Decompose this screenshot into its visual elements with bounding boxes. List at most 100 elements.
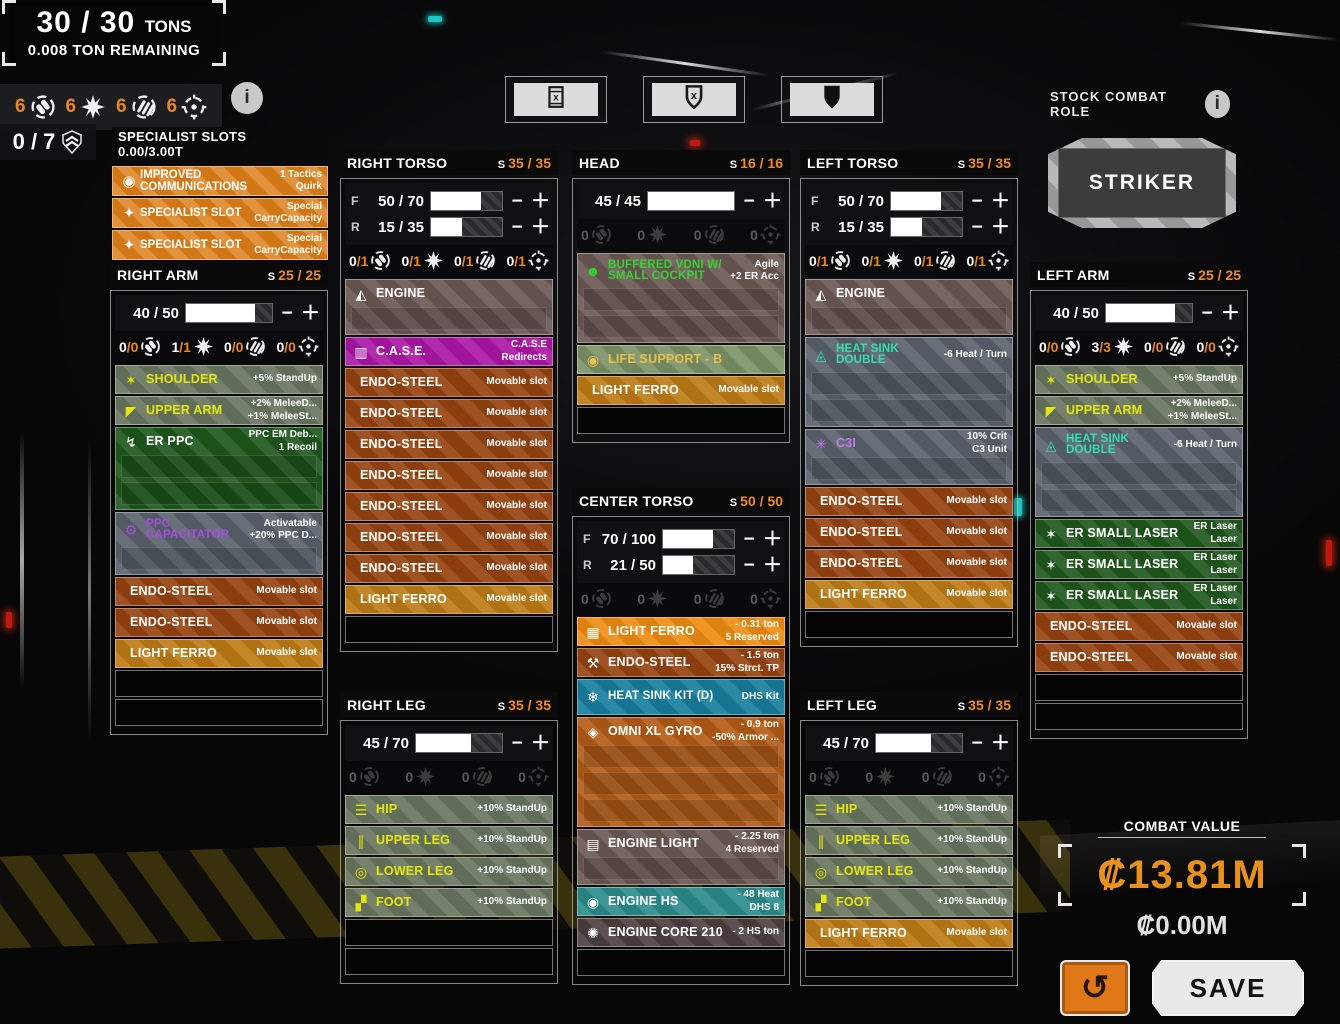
slot-engine[interactable]: ◭ ENGINE [805, 279, 1013, 335]
armor-increase-button[interactable]: ＋ [763, 190, 783, 212]
slot-endo-steel[interactable]: ENDO-STEEL Movable slot [345, 399, 553, 428]
slot-endo-steel[interactable]: ENDO-STEEL Movable slot [345, 492, 553, 521]
strip-equipment-button[interactable]: x [505, 76, 607, 123]
combat-role-plate: STRIKER [1048, 138, 1236, 228]
slot-engine-light[interactable]: ▤ ENGINE LIGHT - 2.25 ton 4 Reserved [577, 829, 785, 885]
info-icon[interactable]: i [231, 82, 263, 114]
empty-slot[interactable] [805, 611, 1013, 638]
slot-endo-steel[interactable]: ENDO-STEEL Movable slot [345, 368, 553, 397]
slot-er-small-laser[interactable]: ✶ ER SMALL LASER ER Laser Laser [1035, 550, 1243, 579]
slot-omni-xl-gyro[interactable]: ◈ OMNI XL GYRO - 0.9 ton -50% Armor ... [577, 717, 785, 827]
slot-lower-leg[interactable]: ◎ LOWER LEG +10% StandUp [345, 857, 553, 886]
empty-slot[interactable] [805, 950, 1013, 977]
slot-endo-steel[interactable]: ENDO-STEEL Movable slot [1035, 612, 1243, 641]
armor-increase-button[interactable]: ＋ [991, 732, 1011, 754]
slot-upper-leg[interactable]: ∥ UPPER LEG +10% StandUp [805, 826, 1013, 855]
slot-endo-steel[interactable]: ENDO-STEEL Movable slot [115, 577, 323, 606]
specialist-slot-row[interactable]: ✦ SPECIALIST SLOT Special CarryCapacity [112, 197, 328, 228]
slot-foot[interactable]: ▞ FOOT +10% StandUp [805, 888, 1013, 917]
slot-endo-steel[interactable]: ENDO-STEEL Movable slot [115, 608, 323, 637]
armor-decrease-button[interactable]: − [971, 190, 983, 212]
empty-slot[interactable] [115, 670, 323, 697]
armor-decrease-button[interactable]: − [743, 528, 755, 550]
slot-engine-core-210[interactable]: ✺ ENGINE CORE 210 - 2 HS ton [577, 918, 785, 947]
armor-increase-button[interactable]: ＋ [531, 216, 551, 238]
armor-increase-button[interactable]: ＋ [531, 732, 551, 754]
slot-engine[interactable]: ◭ ENGINE [345, 279, 553, 335]
slot-endo-steel[interactable]: ENDO-STEEL Movable slot [805, 518, 1013, 547]
slot-er-small-laser[interactable]: ✶ ER SMALL LASER ER Laser Laser [1035, 581, 1243, 610]
slot-upper-leg[interactable]: ∥ UPPER LEG +10% StandUp [345, 826, 553, 855]
slot-endo-steel[interactable]: ENDO-STEEL Movable slot [1035, 643, 1243, 672]
armor-decrease-button[interactable]: − [281, 302, 293, 324]
slot-light-ferro[interactable]: LIGHT FERRO Movable slot [577, 376, 785, 405]
armor-increase-button[interactable]: ＋ [531, 190, 551, 212]
slot-endo-steel[interactable]: ENDO-STEEL Movable slot [345, 461, 553, 490]
strip-armor-button[interactable]: x [643, 76, 745, 123]
slot-er-small-laser[interactable]: ✶ ER SMALL LASER ER Laser Laser [1035, 519, 1243, 548]
max-armor-button[interactable] [781, 76, 883, 123]
empty-slot[interactable] [345, 616, 553, 643]
slot-buffered-vdni-w-small-cockpit[interactable]: ☻ BUFFERED VDNI W/ SMALL COCKPIT Agile +2… [577, 253, 785, 343]
armor-increase-button[interactable]: ＋ [301, 302, 321, 324]
armor-decrease-button[interactable]: − [511, 190, 523, 212]
slot-c3i[interactable]: ✳ C3I 10% Crit C3 Unit [805, 429, 1013, 485]
slot-heat-sink-double[interactable]: ◬ HEAT SINK DOUBLE -6 Heat / Turn [1035, 427, 1243, 517]
empty-slot[interactable] [1035, 674, 1243, 701]
armor-increase-button[interactable]: ＋ [763, 528, 783, 550]
empty-slot[interactable] [345, 948, 553, 975]
armor-decrease-button[interactable]: − [511, 216, 523, 238]
slot-c-a-s-e-[interactable]: ▥ C.A.S.E. C.A.S.E Redirects [345, 337, 553, 366]
empty-slot[interactable] [115, 699, 323, 726]
slot-shoulder[interactable]: ✶ SHOULDER +5% StandUp [115, 365, 323, 394]
armor-increase-button[interactable]: ＋ [763, 554, 783, 576]
armor-decrease-button[interactable]: − [1201, 302, 1213, 324]
slot-foot[interactable]: ▞ FOOT +10% StandUp [345, 888, 553, 917]
specialist-slot-row[interactable]: ◉ IMPROVED COMMUNICATIONS 1 Tactics Quirk [112, 165, 328, 196]
armor-increase-button[interactable]: ＋ [991, 216, 1011, 238]
slot-light-ferro[interactable]: LIGHT FERRO Movable slot [345, 585, 553, 614]
armor-decrease-button[interactable]: − [511, 732, 523, 754]
specialist-slot-row[interactable]: ✦ SPECIALIST SLOT Special CarryCapacity [112, 229, 328, 260]
slot-light-ferro[interactable]: LIGHT FERRO Movable slot [805, 580, 1013, 609]
section-title: RIGHT ARM [117, 266, 199, 283]
info-icon[interactable]: i [1204, 90, 1230, 118]
slot-ppc-capacitator[interactable]: ⚙ PPC CAPACITATOR Activatable +20% PPC D.… [115, 512, 323, 575]
foot-icon: ▞ [355, 894, 367, 911]
empty-slot[interactable] [1035, 703, 1243, 730]
slot-light-ferro[interactable]: ▦ LIGHT FERRO - 0.31 ton 5 Reserved [577, 617, 785, 646]
slot-upper-arm[interactable]: ◤ UPPER ARM +2% MeleeD... +1% MeleeSt... [115, 396, 323, 425]
empty-slot[interactable] [577, 407, 785, 434]
armor-decrease-button[interactable]: − [743, 190, 755, 212]
empty-slot[interactable] [345, 919, 553, 946]
slot-endo-steel[interactable]: ENDO-STEEL Movable slot [345, 430, 553, 459]
slot-hip[interactable]: ☰ HIP +10% StandUp [805, 795, 1013, 824]
empty-slot[interactable] [577, 949, 785, 976]
slot-er-ppc[interactable]: ↯ ER PPC PPC EM Deb... 1 Recoil [115, 427, 323, 510]
slot-upper-arm[interactable]: ◤ UPPER ARM +2% MeleeD... +1% MeleeSt... [1035, 396, 1243, 425]
armor-increase-button[interactable]: ＋ [991, 190, 1011, 212]
slot-continuation [811, 457, 1007, 480]
armor-decrease-button[interactable]: − [971, 216, 983, 238]
slot-heat-sink-kit-d-[interactable]: ❄ HEAT SINK KIT (D) DHS Kit [577, 679, 785, 715]
undo-button[interactable]: ↺ [1060, 960, 1130, 1016]
structure-value: S 50 / 50 [729, 492, 783, 509]
slot-endo-steel[interactable]: ENDO-STEEL Movable slot [345, 554, 553, 583]
slot-heat-sink-double[interactable]: ◬ HEAT SINK DOUBLE -6 Heat / Turn [805, 337, 1013, 427]
save-button[interactable]: SAVE [1152, 960, 1304, 1016]
slot-endo-steel[interactable]: ENDO-STEEL Movable slot [805, 549, 1013, 578]
slot-light-ferro[interactable]: LIGHT FERRO Movable slot [115, 639, 323, 668]
armor-increase-button[interactable]: ＋ [1221, 302, 1241, 324]
slot-shoulder[interactable]: ✶ SHOULDER +5% StandUp [1035, 365, 1243, 394]
slot-endo-steel[interactable]: ENDO-STEEL Movable slot [805, 487, 1013, 516]
armor-decrease-button[interactable]: − [971, 732, 983, 754]
slot-engine-hs[interactable]: ◉ ENGINE HS - 48 Heat DHS 8 [577, 887, 785, 916]
armor-decrease-button[interactable]: − [743, 554, 755, 576]
slot-lower-leg[interactable]: ◎ LOWER LEG +10% StandUp [805, 857, 1013, 886]
slot-hip[interactable]: ☰ HIP +10% StandUp [345, 795, 553, 824]
slot-life-support-b[interactable]: ◉ LIFE SUPPORT - B [577, 345, 785, 374]
slot-endo-steel[interactable]: ⚒ ENDO-STEEL - 1.5 ton 15% Strct. TP [577, 648, 785, 677]
slot-light-ferro[interactable]: LIGHT FERRO Movable slot [805, 919, 1013, 948]
slot-endo-steel[interactable]: ENDO-STEEL Movable slot [345, 523, 553, 552]
slot-detail: -6 Heat / Turn [1173, 438, 1237, 450]
